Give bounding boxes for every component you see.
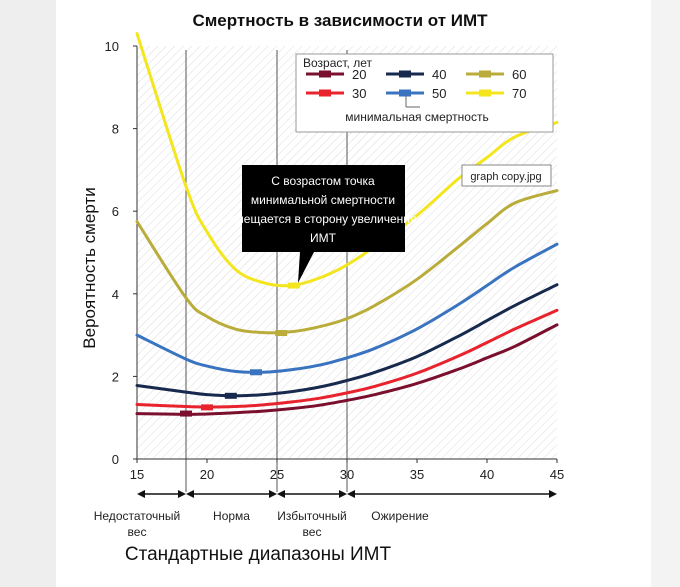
legend-items: 20 30 40 50 60 70 xyxy=(306,67,526,101)
range-arrow-head xyxy=(277,490,285,498)
y-tick-label: 0 xyxy=(112,452,119,467)
range-label-line: Ожирение xyxy=(371,509,429,523)
x-tick-label: 30 xyxy=(340,467,354,482)
series-line-60 xyxy=(135,189,559,335)
annotation-line: ИМТ xyxy=(310,231,337,245)
y-tick-label: 6 xyxy=(112,204,119,219)
series-line-50 xyxy=(135,242,559,374)
range-label: Норма xyxy=(213,509,250,523)
annotation-line: минимальной смертности xyxy=(251,193,395,207)
stamp-box xyxy=(461,164,552,187)
range-arrow-head xyxy=(137,490,145,498)
annotation-box xyxy=(242,165,405,252)
annotation-line: смещается в сторону увеличения xyxy=(230,212,417,226)
range-label-line: Норма xyxy=(213,509,250,523)
right-frame xyxy=(651,0,680,587)
range-arrow-head xyxy=(269,490,277,498)
range-arrow-head xyxy=(347,490,355,498)
series-line-70 xyxy=(135,32,559,288)
range-arrow-head xyxy=(186,490,194,498)
y-tick-label: 8 xyxy=(112,122,119,137)
x-axis-label: Стандартные диапазоны ИМТ xyxy=(125,544,392,565)
stamp-label: graph copy.jpg xyxy=(461,164,552,187)
legend-title: Возраст, лет xyxy=(303,56,373,70)
range-arrow-head xyxy=(178,490,186,498)
legend-label-60: 60 xyxy=(512,67,526,82)
x-tick-label: 45 xyxy=(550,467,564,482)
legend: Возраст, лет 20 30 40 50 60 70 минимальная см… xyxy=(295,53,554,133)
legend-label-40: 40 xyxy=(432,67,446,82)
x-tick-label: 40 xyxy=(480,467,494,482)
range-label-line: Избыточный xyxy=(277,509,346,523)
range-label-line: Недостаточный xyxy=(94,509,181,523)
chart-title: Смертность в зависимости от ИМТ xyxy=(192,11,488,30)
x-tick-label: 25 xyxy=(270,467,284,482)
legend-label-70: 70 xyxy=(512,86,526,101)
x-tick-label: 20 xyxy=(200,467,214,482)
y-axis-label: Вероятность смерти xyxy=(80,187,99,348)
range-label: Избыточный вес xyxy=(277,509,346,539)
axes: 15 20 25 30 35 40 45 0 2 4 6 8 10 xyxy=(105,39,565,482)
range-label-line: вес xyxy=(128,525,147,539)
annotation-pointer xyxy=(298,252,314,283)
series-line-40 xyxy=(135,283,559,398)
y-tick-label: 10 xyxy=(105,39,119,54)
range-label: Недостаточный вес xyxy=(94,509,181,539)
legend-note: минимальная смертность xyxy=(345,110,488,124)
x-tick-label: 15 xyxy=(130,467,144,482)
range-arrow-head xyxy=(549,490,557,498)
y-tick-label: 2 xyxy=(112,369,119,384)
legend-label-50: 50 xyxy=(432,86,446,101)
legend-label-20: 20 xyxy=(352,67,366,82)
y-tick-label: 4 xyxy=(112,287,119,302)
range-label: Ожирение xyxy=(371,509,429,523)
annotation-callout: С возрастом точка минимальной смертности с… xyxy=(230,165,417,283)
bmi-ranges: Недостаточный вес Норма Избыточный вес Ожирен… xyxy=(94,490,557,539)
stamp-text: graph copy.jpg xyxy=(470,171,541,183)
x-tick-label: 35 xyxy=(410,467,424,482)
series-line-20 xyxy=(135,323,559,416)
range-label-line: вес xyxy=(303,525,322,539)
annotation-text: С возрастом точка минимальной смертности с… xyxy=(230,174,417,245)
range-arrow-head xyxy=(339,490,347,498)
legend-label-30: 30 xyxy=(352,86,366,101)
minimum-markers xyxy=(180,282,300,417)
annotation-line: С возрастом точка xyxy=(271,174,375,188)
series-lines xyxy=(135,32,559,416)
